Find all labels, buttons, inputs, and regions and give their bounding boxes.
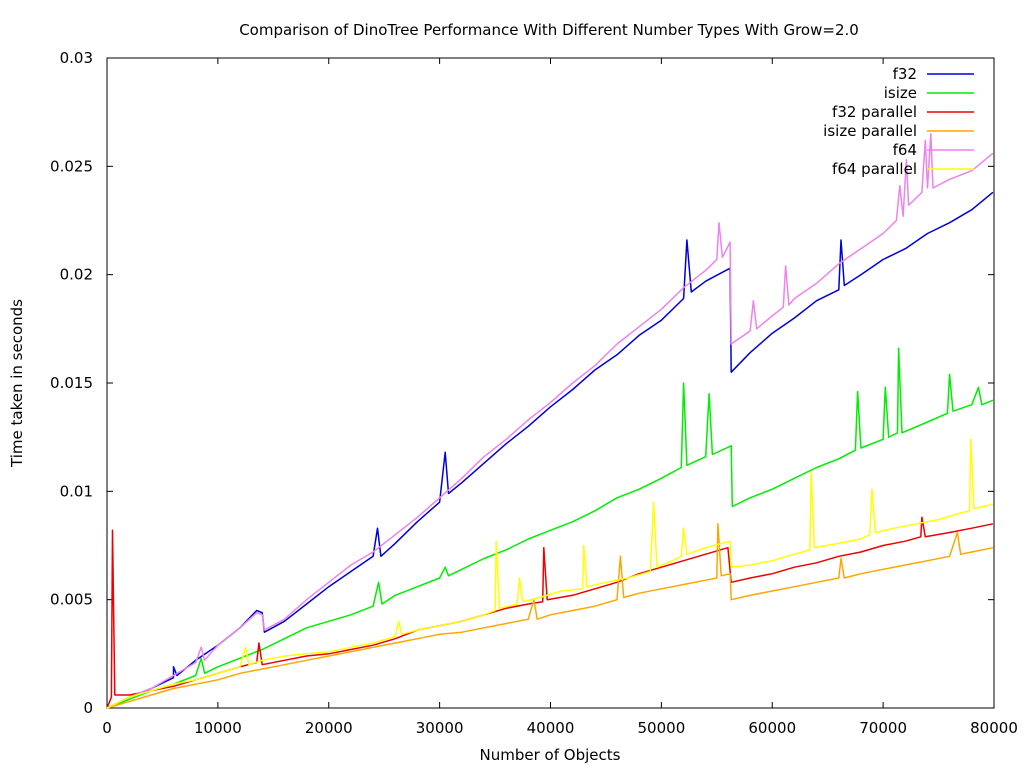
series-line-f32-parallel	[106, 516, 994, 709]
y-tick-label: 0.02	[60, 266, 93, 284]
series-line-f32	[106, 191, 994, 709]
y-tick-label: 0.03	[60, 49, 93, 67]
x-axis-label: Number of Objects	[480, 746, 621, 764]
legend-label: f32 parallel	[832, 103, 917, 121]
legend-label: isize parallel	[823, 122, 917, 140]
series-lines	[106, 133, 994, 709]
y-axis: 0 0.005 0.01 0.015 0.02 0.025 0.03	[50, 49, 994, 717]
chart-title: Comparison of DinoTree Performance With …	[239, 21, 859, 39]
x-tick-label: 30000	[416, 719, 464, 737]
y-tick-label: 0	[83, 699, 93, 717]
x-tick-label: 60000	[748, 719, 796, 737]
plot-area-frame	[106, 57, 995, 709]
x-tick-label: 70000	[859, 719, 907, 737]
series-line-isize	[106, 347, 994, 709]
y-tick-label: 0.015	[50, 374, 93, 392]
x-tick-label: 20000	[305, 719, 353, 737]
x-tick-label: 40000	[527, 719, 575, 737]
legend-label: f64	[893, 141, 917, 159]
legend-label: isize	[884, 84, 917, 102]
y-axis-label: Time taken in seconds	[8, 299, 26, 468]
y-tick-label: 0.005	[50, 591, 93, 609]
series-line-f64-parallel	[106, 438, 994, 709]
y-tick-label: 0.01	[60, 482, 93, 500]
legend-label: f32	[893, 65, 917, 83]
x-tick-label: 80000	[970, 719, 1018, 737]
x-tick-label: 50000	[638, 719, 686, 737]
x-tick-label: 0	[102, 719, 112, 737]
x-tick-label: 10000	[194, 719, 242, 737]
series-line-isize-parallel	[106, 523, 994, 709]
x-axis: 0 10000 20000 30000 40000 50000 60000 70000 8000…	[102, 58, 1018, 737]
y-tick-label: 0.025	[50, 157, 93, 175]
legend-label: f64 parallel	[832, 160, 917, 178]
series-line-f64	[106, 133, 994, 709]
